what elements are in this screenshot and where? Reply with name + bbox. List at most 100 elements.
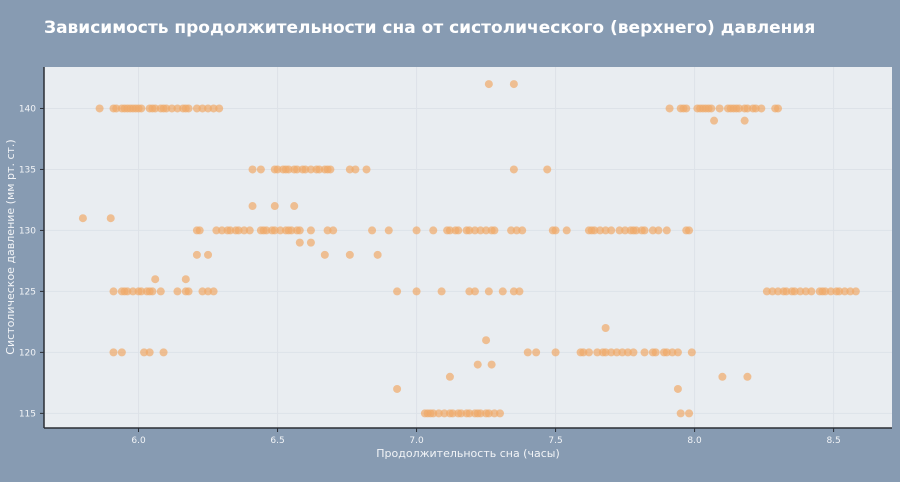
- data-point: [665, 104, 674, 113]
- data-point: [412, 226, 421, 235]
- data-point: [445, 226, 454, 235]
- x-tick-label: 6.5: [270, 436, 284, 446]
- data-point: [198, 104, 207, 113]
- x-ticks: 6.0 6.5 7.0 7.5 8.0 8.5: [131, 428, 841, 446]
- data-point: [562, 226, 571, 235]
- data-point: [137, 287, 146, 296]
- data-point: [162, 104, 171, 113]
- x-tick-label: 7.0: [409, 436, 424, 446]
- data-point: [329, 226, 338, 235]
- data-point: [212, 226, 221, 235]
- data-point: [623, 348, 632, 357]
- data-point: [315, 165, 324, 174]
- data-point: [718, 372, 727, 381]
- data-point: [484, 409, 493, 418]
- data-point: [295, 238, 304, 247]
- data-point: [682, 104, 691, 113]
- data-point: [106, 214, 115, 223]
- data-point: [662, 348, 671, 357]
- data-point: [509, 80, 518, 89]
- data-point: [345, 250, 354, 259]
- data-point: [276, 226, 285, 235]
- data-point: [735, 104, 744, 113]
- data-point: [685, 409, 694, 418]
- data-point: [601, 226, 610, 235]
- data-point: [248, 202, 257, 211]
- data-point: [662, 226, 671, 235]
- data-point: [490, 409, 499, 418]
- data-point: [368, 226, 377, 235]
- data-point: [495, 409, 504, 418]
- data-point: [393, 287, 402, 296]
- data-point: [673, 384, 682, 393]
- data-point: [470, 287, 479, 296]
- data-point: [273, 165, 282, 174]
- data-point: [284, 165, 293, 174]
- data-point: [551, 348, 560, 357]
- data-point: [484, 287, 493, 296]
- data-point: [151, 275, 160, 284]
- data-point: [440, 409, 449, 418]
- data-point: [262, 226, 271, 235]
- data-point: [821, 287, 830, 296]
- data-point: [512, 226, 521, 235]
- data-point: [173, 287, 182, 296]
- data-point: [323, 226, 332, 235]
- data-point: [707, 104, 716, 113]
- data-point: [612, 348, 621, 357]
- data-point: [209, 287, 218, 296]
- data-point: [532, 348, 541, 357]
- data-point: [621, 226, 630, 235]
- data-point: [195, 226, 204, 235]
- data-point: [362, 165, 371, 174]
- data-point: [306, 226, 315, 235]
- data-point: [128, 287, 137, 296]
- data-point: [384, 226, 393, 235]
- data-point: [710, 116, 719, 125]
- data-point: [306, 238, 315, 247]
- data-point: [518, 226, 527, 235]
- data-point: [774, 104, 783, 113]
- data-point: [751, 104, 760, 113]
- data-point: [112, 104, 121, 113]
- data-point: [320, 250, 329, 259]
- data-point: [454, 226, 463, 235]
- data-point: [140, 348, 149, 357]
- data-point: [476, 226, 485, 235]
- data-point: [78, 214, 87, 223]
- data-point: [740, 116, 749, 125]
- x-tick-label: 8.5: [826, 436, 840, 446]
- data-point: [448, 409, 457, 418]
- data-point: [615, 226, 624, 235]
- y-axis-label: Систолическое давление (мм рт. ст.): [4, 139, 17, 354]
- data-point: [226, 226, 235, 235]
- data-point: [248, 165, 257, 174]
- data-point: [204, 250, 213, 259]
- data-point: [629, 348, 638, 357]
- data-point: [601, 323, 610, 332]
- data-point: [851, 287, 860, 296]
- data-point: [543, 165, 552, 174]
- data-point: [192, 104, 201, 113]
- data-point: [204, 287, 213, 296]
- data-point: [473, 360, 482, 369]
- x-tick-label: 6.0: [131, 436, 146, 446]
- data-point: [109, 348, 118, 357]
- data-point: [593, 348, 602, 357]
- data-point: [145, 348, 154, 357]
- data-point: [482, 336, 491, 345]
- data-point: [584, 348, 593, 357]
- data-point: [840, 287, 849, 296]
- data-point: [801, 287, 810, 296]
- y-tick-label: 115: [19, 409, 36, 419]
- plot-area: [44, 67, 892, 428]
- data-point: [551, 226, 560, 235]
- data-point: [596, 226, 605, 235]
- data-point: [240, 226, 249, 235]
- x-tick-label: 7.5: [548, 436, 562, 446]
- data-point: [676, 409, 685, 418]
- data-point: [245, 226, 254, 235]
- data-point: [287, 226, 296, 235]
- data-point: [295, 226, 304, 235]
